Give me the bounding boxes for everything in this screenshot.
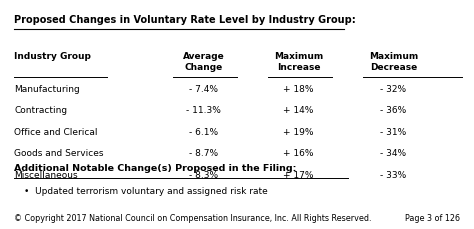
- Text: - 8.7%: - 8.7%: [189, 149, 219, 158]
- Text: - 11.3%: - 11.3%: [186, 106, 221, 115]
- Text: - 34%: - 34%: [380, 149, 407, 158]
- Text: Proposed Changes in Voluntary Rate Level by Industry Group:: Proposed Changes in Voluntary Rate Level…: [14, 15, 356, 25]
- Text: Contracting: Contracting: [14, 106, 67, 115]
- Text: + 19%: + 19%: [283, 127, 314, 136]
- Text: Average
Change: Average Change: [183, 52, 225, 71]
- Text: - 36%: - 36%: [380, 106, 407, 115]
- Text: Miscellaneous: Miscellaneous: [14, 170, 78, 179]
- Text: Manufacturing: Manufacturing: [14, 85, 80, 94]
- Text: - 8.3%: - 8.3%: [189, 170, 219, 179]
- Text: Page 3 of 126: Page 3 of 126: [405, 213, 460, 222]
- Text: © Copyright 2017 National Council on Compensation Insurance, Inc. All Rights Res: © Copyright 2017 National Council on Com…: [14, 213, 372, 222]
- Text: - 6.1%: - 6.1%: [189, 127, 219, 136]
- Text: + 14%: + 14%: [283, 106, 314, 115]
- Text: •  Updated terrorism voluntary and assigned risk rate: • Updated terrorism voluntary and assign…: [24, 187, 267, 196]
- Text: + 18%: + 18%: [283, 85, 314, 94]
- Text: - 7.4%: - 7.4%: [189, 85, 219, 94]
- Text: Maximum
Decrease: Maximum Decrease: [369, 52, 418, 71]
- Text: Maximum
Increase: Maximum Increase: [274, 52, 323, 71]
- Text: Industry Group: Industry Group: [14, 52, 91, 60]
- Text: Goods and Services: Goods and Services: [14, 149, 104, 158]
- Text: - 32%: - 32%: [380, 85, 407, 94]
- Text: Additional Notable Change(s) Proposed in the Filing:: Additional Notable Change(s) Proposed in…: [14, 164, 297, 173]
- Text: - 33%: - 33%: [380, 170, 407, 179]
- Text: Office and Clerical: Office and Clerical: [14, 127, 98, 136]
- Text: + 17%: + 17%: [283, 170, 314, 179]
- Text: - 31%: - 31%: [380, 127, 407, 136]
- Text: + 16%: + 16%: [283, 149, 314, 158]
